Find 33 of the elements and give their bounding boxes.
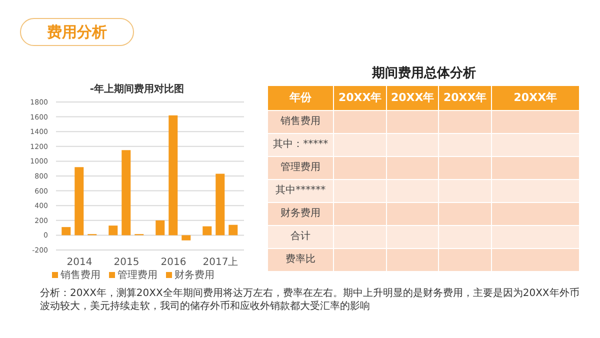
- category-label: 20XX年: [439, 86, 492, 110]
- chart-title: -年上期间费用对比图: [88, 82, 186, 97]
- category-label: 20XX年: [386, 86, 440, 110]
- x-tick-label: 2016: [160, 257, 186, 268]
- category-label: 其中******: [276, 185, 326, 196]
- category-label: 费率比: [286, 254, 316, 265]
- text: 费用分析: [20, 18, 134, 46]
- bar: [168, 115, 178, 236]
- bar: [216, 174, 225, 236]
- bar: [228, 224, 238, 236]
- category-label: 销售费用: [280, 116, 321, 127]
- legend-label: 销售费用: [60, 268, 100, 282]
- bar: [202, 226, 212, 236]
- x-tick-label: 2017上: [202, 256, 238, 268]
- category-label: 20XX年: [334, 86, 387, 110]
- category-label: 其中：*****: [273, 139, 328, 150]
- category-label: 财务费用: [280, 208, 321, 219]
- bar: [182, 235, 191, 240]
- bar: [108, 226, 118, 236]
- legend-label: 财务费用: [174, 268, 214, 282]
- category-label: 20XX年: [492, 86, 580, 110]
- x-tick-label: 2014: [66, 257, 92, 268]
- bar: [122, 150, 131, 236]
- category-label: 管理费用: [280, 162, 321, 173]
- legend-label: 管理费用: [116, 268, 158, 282]
- category-label: 合计: [290, 231, 311, 242]
- category-label: 年份: [268, 86, 334, 110]
- bar: [62, 227, 71, 236]
- x-tick-label: 2015: [114, 257, 140, 268]
- bar: [156, 220, 165, 236]
- text: 分析：20XX年，测算20XX全年期间费用将达万左右，费率在左右。期中上升明显的是财务费用，主要是因为20XX年外币波动较大，美元持续走软，我司的储存外币和应收外销款都大受汇率的影响: [40, 287, 580, 313]
- bar: [74, 167, 84, 236]
- text: 期间费用总体分析: [371, 65, 477, 83]
